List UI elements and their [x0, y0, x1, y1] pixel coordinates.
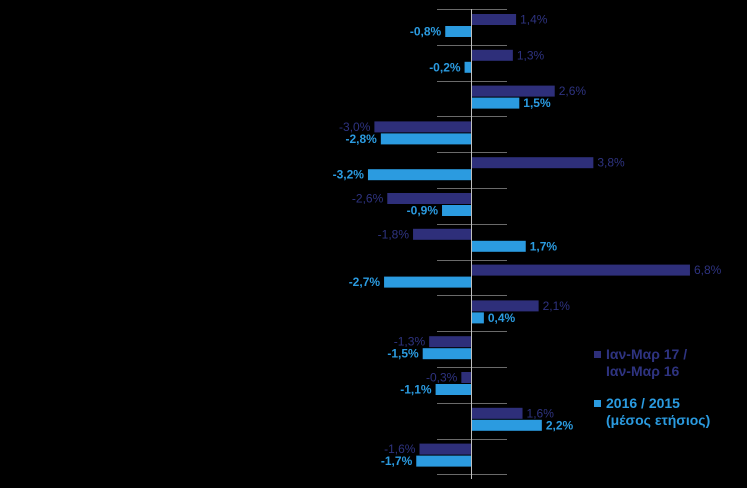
legend-item-series-1: Ιαν-Μαρ 17 / Ιαν-Μαρ 16	[594, 346, 744, 380]
data-label-series-2: -2,7%	[349, 275, 381, 289]
data-label-series-2: -1,7%	[381, 454, 413, 468]
bar-series-2	[367, 169, 471, 181]
legend-label-series-2: 2016 / 2015 (μέσος ετήσιος)	[606, 395, 711, 428]
data-label-series-2: 1,5%	[523, 96, 551, 110]
data-label-series-1: 1,6%	[527, 406, 555, 420]
data-label-series-1: 1,3%	[517, 48, 545, 62]
data-label-series-1: 2,6%	[559, 84, 587, 98]
data-label-series-2: -2,8%	[345, 132, 377, 146]
bar-series-2	[380, 133, 471, 145]
bar-series-1	[413, 228, 471, 240]
bar-series-2	[422, 348, 471, 360]
data-label-series-1: -1,6%	[384, 442, 416, 456]
bar-series-2	[435, 384, 471, 395]
data-label-series-1: 1,4%	[520, 13, 548, 27]
data-label-series-2: 2,2%	[546, 418, 574, 432]
data-label-series-1: -1,3%	[394, 335, 426, 349]
bar-series-2	[471, 97, 520, 109]
bar-series-1	[471, 264, 690, 276]
data-label-series-1: -3,0%	[339, 120, 371, 134]
legend-swatch-series-1	[594, 351, 601, 358]
bar-series-1	[461, 372, 471, 383]
legend-swatch-series-2	[594, 400, 601, 407]
bar-series-2	[471, 312, 484, 324]
bar-series-1	[471, 407, 523, 419]
data-label-series-1: 3,8%	[597, 156, 625, 170]
data-label-series-2: -0,2%	[429, 60, 461, 74]
legend-item-series-2: 2016 / 2015 (μέσος ετήσιος)	[594, 395, 744, 429]
bar-series-2	[471, 419, 542, 431]
data-label-series-1: 6,8%	[694, 263, 722, 277]
bar-series-1	[374, 121, 471, 133]
bar-series-2	[384, 276, 471, 288]
bar-series-2	[471, 240, 526, 252]
bar-series-2	[445, 26, 471, 37]
bar-series-1	[471, 14, 517, 25]
bar-series-1	[387, 193, 471, 204]
data-label-series-1: -1,8%	[378, 227, 410, 241]
data-label-series-2: 0,4%	[488, 311, 516, 325]
bar-series-1	[471, 49, 513, 61]
legend-label-series-1: Ιαν-Μαρ 17 / Ιαν-Μαρ 16	[606, 346, 688, 379]
bar-series-2	[442, 205, 471, 216]
data-label-series-2: -3,2%	[333, 168, 365, 182]
data-label-series-2: -0,8%	[410, 25, 442, 39]
bar-series-2	[416, 455, 471, 467]
data-label-series-1: 2,1%	[543, 299, 571, 313]
bar-series-1	[419, 443, 471, 455]
bar-series-1	[471, 157, 594, 169]
bar-series-1	[471, 85, 555, 97]
chart-legend: Ιαν-Μαρ 17 / Ιαν-Μαρ 16 2016 / 2015 (μέσ…	[594, 346, 744, 444]
data-label-series-1: -0,3%	[426, 371, 458, 385]
data-label-series-2: -1,1%	[400, 383, 432, 397]
data-label-series-2: -0,9%	[407, 204, 439, 218]
data-label-series-2: -1,5%	[387, 347, 419, 361]
bar-series-2	[464, 61, 471, 73]
data-label-series-2: 1,7%	[530, 239, 558, 253]
bar-series-1	[429, 336, 471, 348]
bar-series-1	[471, 300, 539, 312]
data-label-series-1: -2,6%	[352, 192, 384, 206]
